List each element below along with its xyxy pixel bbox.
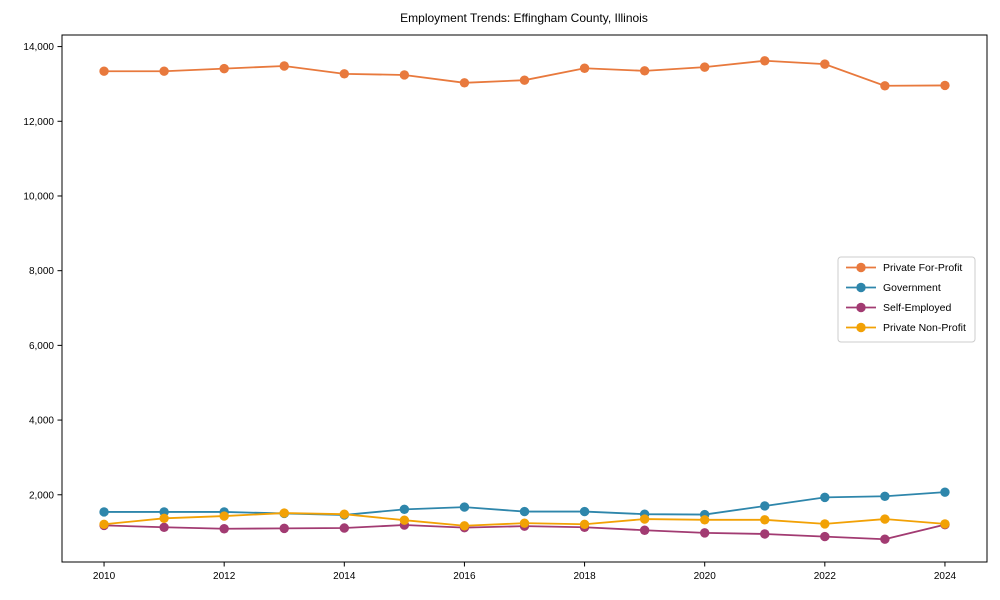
y-tick-label: 14,000 — [23, 42, 54, 53]
data-point — [820, 519, 830, 529]
data-point — [760, 529, 770, 539]
legend-label: Government — [883, 282, 941, 294]
y-tick-label: 2,000 — [29, 490, 54, 501]
data-point — [159, 513, 169, 524]
x-tick-label: 2014 — [333, 571, 356, 582]
data-point — [99, 66, 109, 76]
data-point — [820, 531, 830, 542]
legend: Private For-Profit Government Self-Employe… — [837, 256, 976, 343]
data-point — [219, 511, 229, 521]
data-point — [880, 81, 890, 91]
legend-marker — [856, 302, 866, 313]
x-tick-label: 2016 — [453, 571, 476, 582]
data-point — [99, 507, 109, 517]
y-tick-label: 4,000 — [29, 416, 54, 427]
data-point — [159, 66, 169, 76]
plot-frame — [61, 34, 988, 563]
data-point — [579, 506, 590, 517]
x-tick-label: 2018 — [573, 571, 596, 582]
data-point — [760, 501, 770, 511]
data-point — [940, 519, 950, 529]
x-tick-label: 2012 — [213, 571, 236, 582]
x-tick-label: 2010 — [93, 571, 116, 582]
x-tick-label: 2022 — [814, 571, 837, 582]
data-point — [760, 515, 770, 525]
data-point — [459, 78, 470, 88]
x-tick-label: 2024 — [934, 571, 957, 582]
data-point — [940, 487, 950, 497]
data-point — [399, 70, 410, 80]
data-point — [579, 519, 590, 529]
data-point — [399, 504, 410, 515]
data-point — [279, 523, 289, 534]
legend-marker — [856, 322, 866, 333]
data-point — [279, 61, 289, 71]
data-point — [820, 492, 830, 503]
data-point — [639, 66, 650, 76]
data-point — [579, 63, 590, 73]
data-point — [940, 80, 950, 91]
data-point — [880, 534, 890, 544]
data-point — [279, 508, 289, 518]
y-tick-label: 10,000 — [23, 191, 54, 202]
data-point — [519, 506, 530, 517]
data-point — [159, 522, 169, 532]
data-point — [820, 59, 830, 69]
x-tick-label: 2020 — [694, 571, 717, 582]
legend-label: Private For-Profit — [883, 262, 962, 274]
data-point — [880, 491, 890, 501]
data-point — [880, 514, 890, 524]
data-point — [339, 509, 350, 519]
data-point — [760, 56, 770, 66]
chart-title: Employment Trends: Effingham County, Ill… — [400, 11, 648, 25]
y-tick-label: 12,000 — [23, 117, 54, 128]
y-tick-label: 6,000 — [29, 341, 54, 352]
data-point — [699, 515, 710, 525]
legend-label: Self-Employed — [883, 302, 951, 314]
legend-box — [837, 256, 976, 343]
data-point — [219, 524, 229, 534]
plot-area: 2,000 4,000 6,000 8,000 10,000 12,000 14,000 20… — [23, 34, 988, 582]
data-point — [339, 523, 350, 533]
data-point — [459, 502, 470, 512]
data-point — [219, 63, 229, 74]
legend-marker — [856, 282, 866, 293]
data-point — [639, 514, 650, 524]
data-point — [399, 515, 410, 525]
legend-marker — [856, 262, 866, 273]
data-point — [339, 69, 350, 79]
data-point — [459, 521, 470, 531]
data-point — [639, 525, 650, 535]
data-point — [699, 62, 710, 72]
y-tick-label: 8,000 — [29, 266, 54, 277]
data-point — [699, 528, 710, 538]
data-point — [519, 518, 530, 528]
data-point — [519, 75, 530, 85]
legend-label: Private Non-Profit — [883, 322, 966, 334]
data-point — [99, 519, 109, 529]
